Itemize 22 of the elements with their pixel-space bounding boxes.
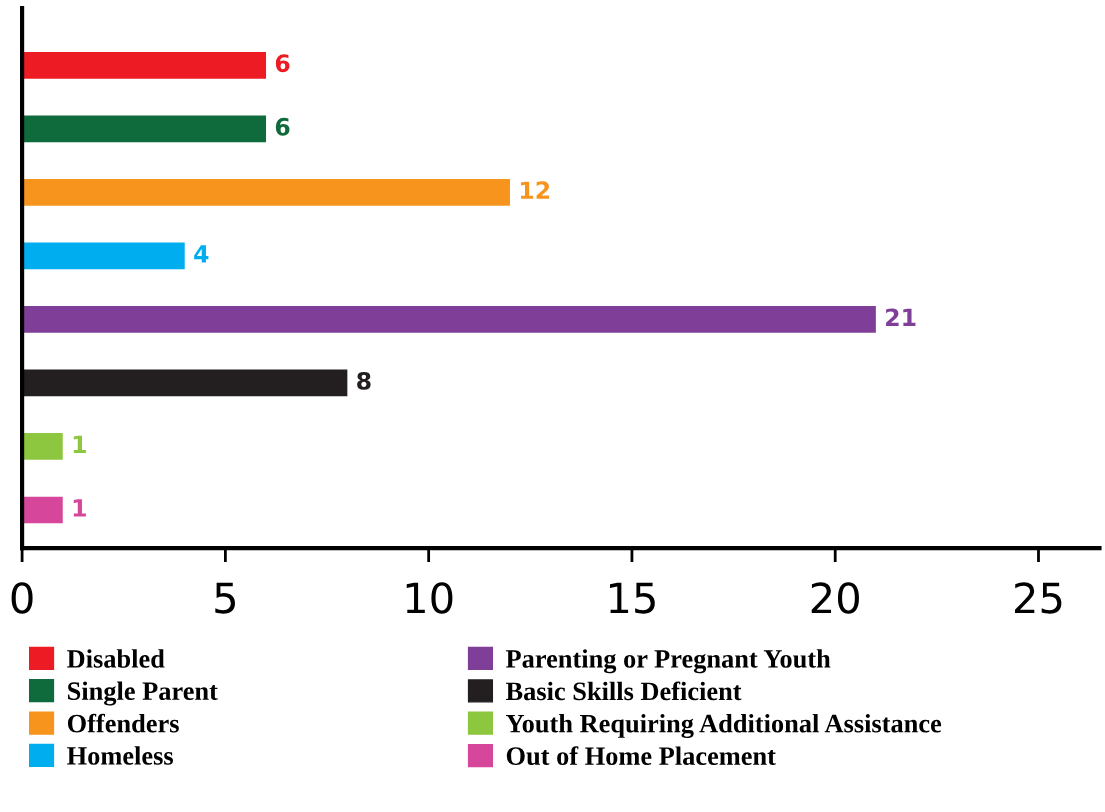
legend-label: Basic Skills Deficient	[505, 681, 742, 701]
x-tick-label: 0	[11, 582, 33, 614]
legend-label: Out of Home Placement	[506, 746, 776, 766]
data-label: 12	[520, 181, 550, 199]
legend-label: Offenders	[67, 713, 179, 733]
legend-label: Youth Requiring Additional Assistance	[506, 713, 942, 739]
x-tick-label: 5	[215, 582, 235, 614]
data-label: 6	[275, 117, 290, 136]
x-tick-label: 20	[811, 582, 859, 614]
data-label: 1	[73, 499, 86, 517]
legend-label: Parenting or Pregnant Youth	[505, 649, 831, 674]
data-label: 21	[886, 308, 916, 326]
legend-label: Single Parent	[68, 681, 218, 706]
legend-label: Homeless	[67, 746, 173, 765]
x-tick-label: 15	[610, 582, 655, 614]
x-tick-label: 25	[1015, 582, 1062, 614]
data-label: 4	[194, 245, 209, 263]
data-label: 1	[73, 435, 86, 453]
legend-label: Disabled	[67, 649, 165, 668]
data-label: 8	[357, 371, 371, 390]
data-label: 6	[275, 54, 290, 73]
x-tick-label: 10	[406, 582, 453, 614]
